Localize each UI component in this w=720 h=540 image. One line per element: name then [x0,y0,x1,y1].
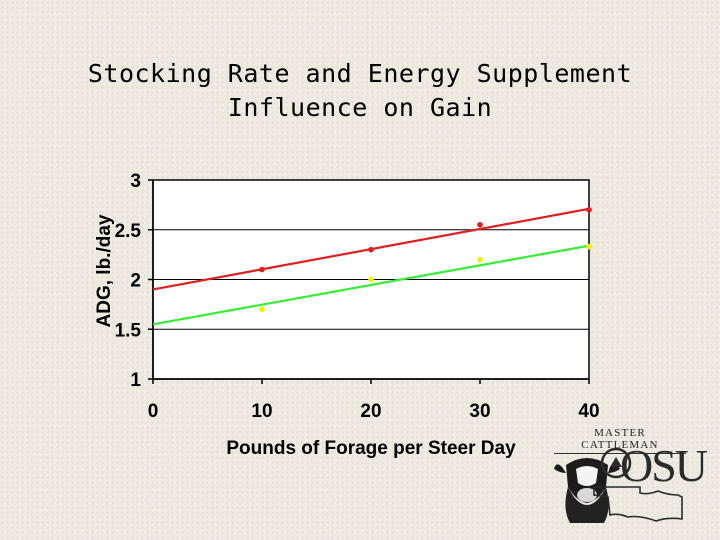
steer-icon [554,458,620,523]
series-layer [152,207,592,326]
x-axis-title: Pounds of Forage per Steer Day [226,438,516,459]
point-red-3 [586,207,592,213]
x-tick-label-0: 0 [148,401,159,422]
master-cattleman-osu-logo: MASTER CATTLEMAN OSU [548,425,708,525]
slide-title-line-2: Influence on Gain [227,93,493,122]
series-red [152,207,592,291]
axes [148,179,590,384]
point-red-2 [477,221,483,228]
logo-top-text: MASTER CATTLEMAN [554,427,686,454]
point-green-1 [368,276,374,283]
point-red-1 [368,246,374,253]
slide-title-line-1: Stocking Rate and Energy Supplement [87,59,633,88]
y-tick-label-1: 1.5 [115,320,142,341]
x-tick-label-3: 30 [469,401,490,422]
y-tick-label-2: 2 [130,271,141,292]
point-red-0 [259,266,265,273]
y-axis-title: ADG, lb./day [94,214,115,327]
y-tick-label-0: 1 [130,370,141,391]
tick-labels: 11.522.530 10 20 30 40 [115,171,600,422]
point-green-2 [477,256,483,263]
logo-osu-text: OSU [620,440,708,491]
slide-title: Stocking Rate and Energy Supplement Infl… [0,57,720,125]
trendline-green [152,244,590,326]
x-tick-label-2: 20 [360,401,381,422]
x-tick-label-4: 40 [578,401,599,422]
y-tick-label-4: 3 [130,171,141,192]
oklahoma-outline-icon [593,447,683,522]
x-tick-label-1: 10 [251,401,272,422]
series-green [152,243,592,326]
point-green-0 [259,306,265,313]
point-green-3 [586,243,592,250]
y-tick-label-3: 2.5 [115,221,142,242]
